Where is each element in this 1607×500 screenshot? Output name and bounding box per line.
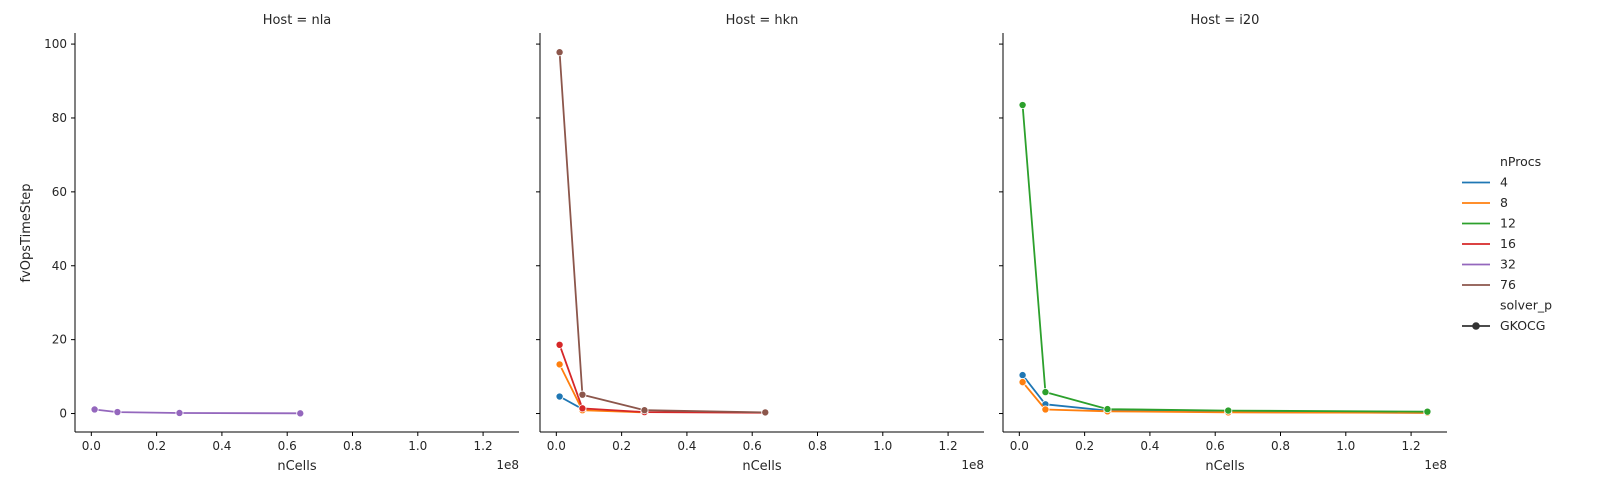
series-12 — [1018, 101, 1432, 416]
x-tick-label: 0.2 — [1075, 439, 1094, 453]
legend-style-label: GKOCG — [1500, 318, 1545, 333]
data-point — [1041, 388, 1050, 397]
panel-title: Host = nla — [263, 13, 332, 28]
x-tick-label: 0.8 — [343, 439, 362, 453]
series-16 — [555, 340, 770, 417]
x-axis-label: nCells — [742, 459, 782, 474]
data-point — [1018, 101, 1027, 110]
series-line — [1021, 104, 1428, 413]
data-point — [90, 405, 99, 414]
x-tick-label: 0.6 — [278, 439, 297, 453]
x-tick-label: 0.4 — [1140, 439, 1159, 453]
x-tick-label: 0.0 — [547, 439, 566, 453]
legend-label: 16 — [1500, 236, 1516, 251]
legend-label: 12 — [1500, 216, 1516, 231]
x-tick-label: 1.0 — [873, 439, 892, 453]
x-tick-label: 0.2 — [147, 439, 166, 453]
data-point — [578, 404, 587, 413]
series-line — [558, 344, 766, 414]
data-point — [1224, 406, 1233, 415]
y-tick-label: 0 — [59, 407, 67, 421]
data-point — [1018, 371, 1027, 380]
data-point — [1041, 405, 1050, 414]
series-line — [558, 52, 766, 414]
data-point — [555, 48, 564, 57]
data-point — [640, 406, 649, 415]
data-point — [555, 340, 564, 349]
x-tick-label: 1.0 — [408, 439, 427, 453]
y-tick-label: 60 — [52, 185, 67, 199]
x-tick-label: 1.2 — [1402, 439, 1421, 453]
legend-label: 32 — [1500, 257, 1516, 272]
x-axis-label: nCells — [277, 459, 317, 474]
y-tick-label: 40 — [52, 259, 67, 273]
series-line — [94, 408, 301, 415]
data-point — [296, 409, 305, 418]
data-point — [175, 408, 184, 417]
data-point — [578, 390, 587, 399]
legend-style-marker — [1472, 322, 1480, 330]
legend-style-title: solver_p — [1500, 298, 1552, 313]
series-line — [559, 395, 583, 410]
x-tick-label: 1.0 — [1336, 439, 1355, 453]
x-tick-label: 0.0 — [1010, 439, 1029, 453]
x-tick-label: 0.6 — [743, 439, 762, 453]
y-tick-label: 20 — [52, 333, 67, 347]
x-offset-label: 1e8 — [961, 458, 984, 472]
legend-label: 4 — [1500, 175, 1508, 190]
data-point — [1018, 378, 1027, 387]
series-line — [558, 363, 645, 414]
y-tick-label: 80 — [52, 111, 67, 125]
x-offset-label: 1e8 — [1424, 458, 1447, 472]
panel-title: Host = hkn — [726, 13, 799, 28]
x-tick-label: 0.8 — [1271, 439, 1290, 453]
x-tick-label: 0.0 — [82, 439, 101, 453]
data-point — [555, 392, 564, 401]
x-tick-label: 0.2 — [612, 439, 631, 453]
data-point — [1103, 405, 1112, 414]
x-tick-label: 0.4 — [677, 439, 696, 453]
x-offset-label: 1e8 — [496, 458, 519, 472]
data-point — [1423, 407, 1432, 416]
legend: nProcs 4 8 12 16 32 76 solver_p GKOCG — [1462, 154, 1552, 333]
x-tick-label: 0.6 — [1206, 439, 1225, 453]
x-tick-label: 0.4 — [212, 439, 231, 453]
legend-hue-title: nProcs — [1500, 154, 1541, 169]
series-32 — [90, 405, 305, 418]
panel-title: Host = i20 — [1191, 13, 1260, 28]
series-76 — [555, 48, 770, 417]
x-tick-label: 1.2 — [939, 439, 958, 453]
series-line — [1021, 374, 1428, 414]
legend-label: 8 — [1500, 195, 1508, 210]
x-axis-label: nCells — [1205, 459, 1245, 474]
data-point — [555, 360, 564, 369]
x-tick-label: 0.8 — [808, 439, 827, 453]
y-axis-label: fvOpsTimeStep — [19, 184, 34, 283]
x-tick-label: 1.2 — [474, 439, 493, 453]
y-tick-label: 100 — [44, 37, 67, 51]
data-point — [761, 408, 770, 417]
legend-label: 76 — [1500, 277, 1516, 292]
data-point — [113, 408, 122, 417]
